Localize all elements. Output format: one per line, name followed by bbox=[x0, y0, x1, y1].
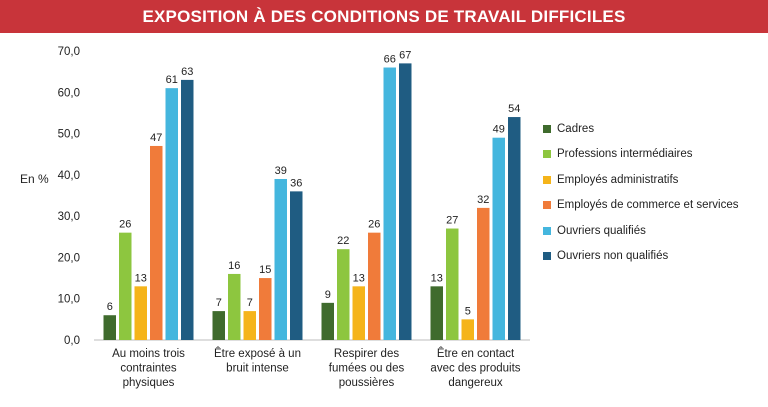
bar bbox=[181, 79, 194, 341]
data-label: 13 bbox=[353, 272, 365, 284]
data-label: 7 bbox=[216, 297, 222, 309]
category-label: fumées ou des bbox=[329, 363, 405, 375]
chart-title: EXPOSITION À DES CONDITIONS DE TRAVAIL D… bbox=[142, 6, 626, 26]
data-label: 7 bbox=[247, 297, 253, 309]
bar bbox=[150, 145, 163, 340]
data-label: 54 bbox=[508, 103, 520, 115]
legend-item: Professions intermédiaires bbox=[543, 142, 765, 168]
data-label: 36 bbox=[290, 177, 302, 189]
legend-swatch bbox=[543, 226, 551, 235]
category-label: bruit intense bbox=[226, 363, 289, 375]
bar bbox=[368, 232, 381, 340]
bar bbox=[119, 232, 132, 340]
bar bbox=[399, 63, 412, 341]
legend-label: Ouvriers qualifiés bbox=[557, 224, 646, 237]
bar bbox=[477, 207, 490, 340]
bar bbox=[228, 273, 241, 340]
bar bbox=[212, 311, 225, 340]
y-tick-label: 40,0 bbox=[58, 170, 80, 182]
data-label: 13 bbox=[135, 272, 147, 284]
bar bbox=[508, 117, 521, 340]
bar bbox=[383, 67, 396, 340]
data-label: 61 bbox=[166, 74, 178, 86]
data-label: 6 bbox=[107, 301, 113, 313]
bar bbox=[165, 88, 178, 341]
legend-item: Employés administratifs bbox=[543, 167, 765, 193]
legend-item: Ouvriers qualifiés bbox=[543, 218, 765, 244]
category-label: Respirer des bbox=[334, 348, 399, 360]
bar bbox=[274, 178, 287, 340]
legend-label: Cadres bbox=[557, 122, 595, 135]
category-label: dangereux bbox=[448, 377, 503, 389]
data-label: 15 bbox=[259, 264, 271, 276]
category-label: Au moins trois bbox=[112, 348, 185, 360]
bar bbox=[446, 228, 459, 340]
bar bbox=[259, 278, 272, 340]
data-label: 39 bbox=[275, 165, 287, 177]
data-label: 26 bbox=[368, 219, 380, 231]
legend-swatch bbox=[543, 175, 551, 184]
y-tick-label: 30,0 bbox=[58, 211, 80, 223]
category-label: avec des produits bbox=[430, 363, 520, 375]
y-tick-label: 60,0 bbox=[58, 87, 80, 99]
bar bbox=[134, 286, 147, 340]
data-label: 9 bbox=[325, 289, 331, 301]
bar bbox=[103, 315, 116, 340]
legend-swatch bbox=[543, 201, 551, 210]
data-label: 26 bbox=[119, 219, 131, 231]
legend-label: Employés de commerce et services bbox=[557, 199, 739, 212]
bar bbox=[290, 191, 303, 340]
bar bbox=[321, 302, 334, 340]
title-banner: EXPOSITION À DES CONDITIONS DE TRAVAIL D… bbox=[0, 0, 768, 33]
data-label: 63 bbox=[181, 66, 193, 78]
y-tick-label: 0,0 bbox=[64, 335, 80, 347]
y-tick-label: 10,0 bbox=[58, 294, 80, 306]
data-label: 47 bbox=[150, 132, 162, 144]
legend-swatch bbox=[543, 150, 551, 159]
legend-label: Employés administratifs bbox=[557, 173, 679, 186]
legend-item: Ouvriers non qualifiés bbox=[543, 244, 765, 270]
data-label: 13 bbox=[431, 272, 443, 284]
category-label: contraintes bbox=[120, 363, 177, 375]
bar bbox=[352, 286, 365, 340]
y-tick-label: 20,0 bbox=[58, 252, 80, 264]
category-label: physiques bbox=[123, 377, 175, 389]
legend-swatch bbox=[543, 124, 551, 133]
legend-label: Ouvriers non qualifiés bbox=[557, 250, 669, 263]
legend-item: Cadres bbox=[543, 116, 765, 142]
category-label: Être en contact bbox=[437, 347, 515, 360]
data-label: 27 bbox=[446, 215, 458, 227]
category-label: Être exposé à un bbox=[214, 347, 301, 360]
bar bbox=[492, 137, 505, 340]
data-label: 67 bbox=[399, 49, 411, 61]
y-tick-label: 70,0 bbox=[58, 46, 80, 58]
legend-swatch bbox=[543, 252, 551, 261]
data-label: 66 bbox=[384, 54, 396, 66]
legend: Cadres Professions intermédiaires Employés… bbox=[543, 116, 765, 269]
legend-item: Employés de commerce et services bbox=[543, 193, 765, 219]
bar bbox=[337, 249, 350, 340]
data-label: 32 bbox=[477, 194, 489, 206]
bar bbox=[461, 319, 474, 340]
category-label: poussières bbox=[339, 377, 395, 389]
y-axis-label: En % bbox=[20, 172, 49, 186]
y-tick-label: 50,0 bbox=[58, 129, 80, 141]
data-label: 22 bbox=[337, 235, 349, 247]
bar bbox=[243, 311, 256, 340]
data-label: 5 bbox=[465, 305, 471, 317]
data-label: 49 bbox=[493, 124, 505, 136]
legend-label: Professions intermédiaires bbox=[557, 148, 693, 161]
data-label: 16 bbox=[228, 260, 240, 272]
bar bbox=[430, 286, 443, 340]
